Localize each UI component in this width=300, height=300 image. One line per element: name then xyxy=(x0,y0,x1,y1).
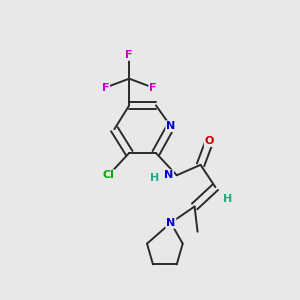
Text: N: N xyxy=(166,121,176,131)
Text: F: F xyxy=(125,50,133,60)
Text: N: N xyxy=(166,218,176,228)
Text: Cl: Cl xyxy=(103,170,114,180)
Text: N: N xyxy=(164,170,173,180)
Text: O: O xyxy=(205,136,214,146)
Text: H: H xyxy=(150,173,159,183)
Text: F: F xyxy=(102,82,109,93)
Text: F: F xyxy=(149,82,157,93)
Text: H: H xyxy=(223,194,232,204)
